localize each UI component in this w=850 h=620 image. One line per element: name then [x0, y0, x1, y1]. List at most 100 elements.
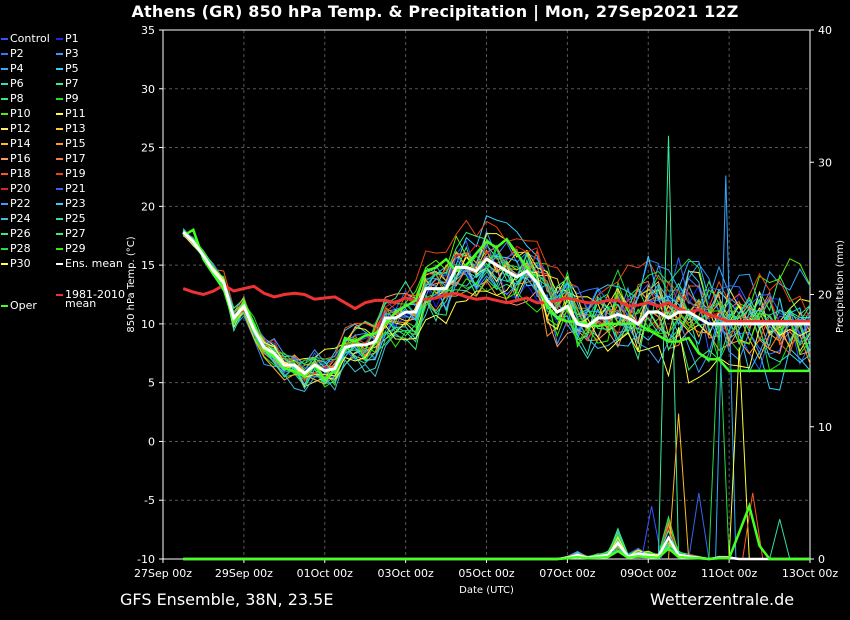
member-temp-line: [182, 231, 811, 390]
legend-item: P15: [56, 138, 86, 150]
legend-label: P29: [65, 242, 86, 255]
legend-label: P3: [65, 47, 79, 60]
legend-label: P7: [65, 77, 79, 90]
legend-item: P23: [56, 198, 86, 210]
legend-swatch: [56, 203, 63, 205]
legend-label: P26: [10, 227, 31, 240]
legend-item: P12: [1, 123, 31, 135]
legend-label: P16: [10, 152, 31, 165]
legend-item: P4: [1, 63, 24, 75]
legend-item: P21: [56, 183, 86, 195]
legend: Control P1 P2 P3 P4 P5 P6 P7 P8 P9 P10 P11 P12 P13 P14…: [0, 33, 135, 323]
legend-label: P12: [10, 122, 31, 135]
legend-swatch: [1, 305, 8, 307]
legend-swatch: [1, 188, 8, 190]
legend-label: P11: [65, 107, 86, 120]
legend-swatch: [1, 68, 8, 70]
x-axis-label: Date (UTC): [459, 585, 514, 596]
legend-label: P5: [65, 62, 79, 75]
legend-swatch: [1, 218, 8, 220]
legend-swatch: [56, 233, 63, 235]
legend-item: P9: [56, 93, 79, 105]
x-tick-label: 27Sep 00z: [134, 567, 192, 580]
precip-spike: [708, 320, 730, 560]
x-tick-label: 01Oct 00z: [297, 567, 354, 580]
y2-tick-label: 10: [818, 421, 832, 434]
x-tick-label: 11Oct 00z: [701, 567, 758, 580]
legend-label: P2: [10, 47, 24, 60]
y-tick-label: 15: [141, 259, 155, 272]
y-tick-label: 30: [141, 83, 155, 96]
y-axis-label: 850 hPa Temp. (°C): [126, 236, 137, 332]
legend-item: P13: [56, 123, 86, 135]
legend-item: P16: [1, 153, 31, 165]
precip-spike: [728, 347, 750, 560]
x-tick-label: 03Oct 00z: [377, 567, 434, 580]
x-tick-label: 13Oct 00z: [782, 567, 839, 580]
legend-label: P27: [65, 227, 86, 240]
x-tick-label: 07Oct 00z: [539, 567, 596, 580]
precip-spike: [668, 413, 690, 560]
legend-label: P15: [65, 137, 86, 150]
y-tick-label: 35: [141, 24, 155, 37]
y-tick-label: 25: [141, 142, 155, 155]
legend-item: P7: [56, 78, 79, 90]
x-tick-label: 29Sep 00z: [215, 567, 273, 580]
legend-swatch: [1, 113, 8, 115]
legend-swatch: [1, 263, 8, 265]
legend-item: P26: [1, 228, 31, 240]
chart-title: Athens (GR) 850 hPa Temp. & Precipitatio…: [131, 2, 739, 21]
legend-swatch: [56, 143, 63, 145]
legend-swatch: [1, 53, 8, 55]
legend-item: P22: [1, 198, 31, 210]
legend-swatch: [56, 113, 63, 115]
legend-item: P6: [1, 78, 24, 90]
legend-label: Oper: [10, 299, 37, 312]
legend-label: P9: [65, 92, 79, 105]
model-location-label: GFS Ensemble, 38N, 23.5E: [120, 590, 334, 609]
y-tick-label: -10: [137, 553, 155, 566]
legend-label: P24: [10, 212, 31, 225]
legend-swatch: [1, 83, 8, 85]
ens-mean-line: [182, 231, 810, 376]
legend-swatch: [1, 233, 8, 235]
legend-label: P1: [65, 32, 79, 45]
legend-label: P4: [10, 62, 24, 75]
legend-label: P13: [65, 122, 86, 135]
legend-item: P18: [1, 168, 31, 180]
legend-swatch: [56, 98, 63, 100]
legend-swatch: [1, 143, 8, 145]
legend-item-oper: Oper: [1, 300, 37, 312]
legend-item: P25: [56, 213, 86, 225]
y2-tick-label: 40: [818, 24, 832, 37]
legend-label: P19: [65, 167, 86, 180]
member-temp-line: [182, 235, 811, 377]
y2-tick-label: 20: [818, 289, 832, 302]
legend-item: P5: [56, 63, 79, 75]
y-tick-label: 0: [148, 435, 155, 448]
legend-item: P10: [1, 108, 31, 120]
legend-swatch: [1, 173, 8, 175]
x-tick-label: 09Oct 00z: [620, 567, 677, 580]
legend-label: P21: [65, 182, 86, 195]
legend-swatch: [1, 128, 8, 130]
oper-precip-line: [183, 501, 810, 561]
legend-swatch: [1, 248, 8, 250]
legend-swatch: [56, 248, 63, 250]
y-tick-label: 5: [148, 377, 155, 390]
legend-label: P20: [10, 182, 31, 195]
precip-spike: [742, 492, 764, 560]
legend-item: P27: [56, 228, 86, 240]
legend-label: Control: [10, 32, 50, 45]
y-tick-label: -5: [144, 494, 155, 507]
legend-item: P20: [1, 183, 31, 195]
legend-label: 1981-2010: [65, 288, 125, 301]
legend-label: P17: [65, 152, 86, 165]
legend-item-climate: 1981-2010: [56, 289, 125, 301]
legend-item: P30: [1, 258, 31, 270]
precip-spike: [715, 175, 737, 560]
legend-swatch: [56, 188, 63, 190]
legend-label: P25: [65, 212, 86, 225]
legend-label: P28: [10, 242, 31, 255]
